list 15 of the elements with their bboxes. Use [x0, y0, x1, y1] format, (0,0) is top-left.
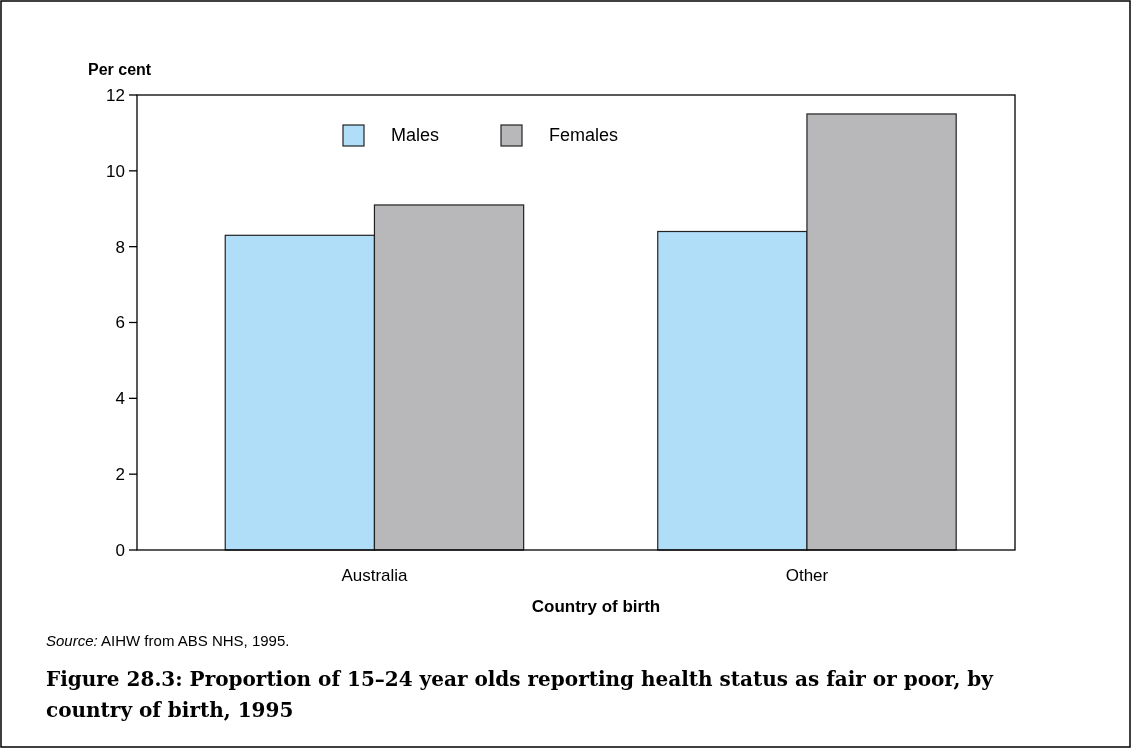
source-note: Source: AIHW from ABS NHS, 1995. — [46, 632, 290, 649]
y-tick-label: 0 — [115, 540, 125, 560]
text: Figure 28.3: Proportion of 15–24 year olds reporting health status as fair or poor, by country of birth, 1995 — [46, 667, 995, 722]
y-tick-label: 4 — [115, 389, 125, 409]
y-tick-label: 8 — [115, 237, 125, 257]
y-tick-label: 12 — [106, 85, 125, 105]
x-tick-label: Other — [785, 566, 829, 585]
y-tick-label: 10 — [106, 161, 125, 181]
x-tick-label: Australia — [341, 566, 409, 585]
y-axis-title: Per cent — [88, 61, 152, 78]
legend-label: Females — [549, 125, 619, 146]
legend-label: Males — [391, 125, 440, 146]
x-axis-title: Country of birth — [531, 597, 661, 616]
y-tick-label: 2 — [115, 465, 125, 485]
y-tick-label: 6 — [115, 313, 125, 333]
